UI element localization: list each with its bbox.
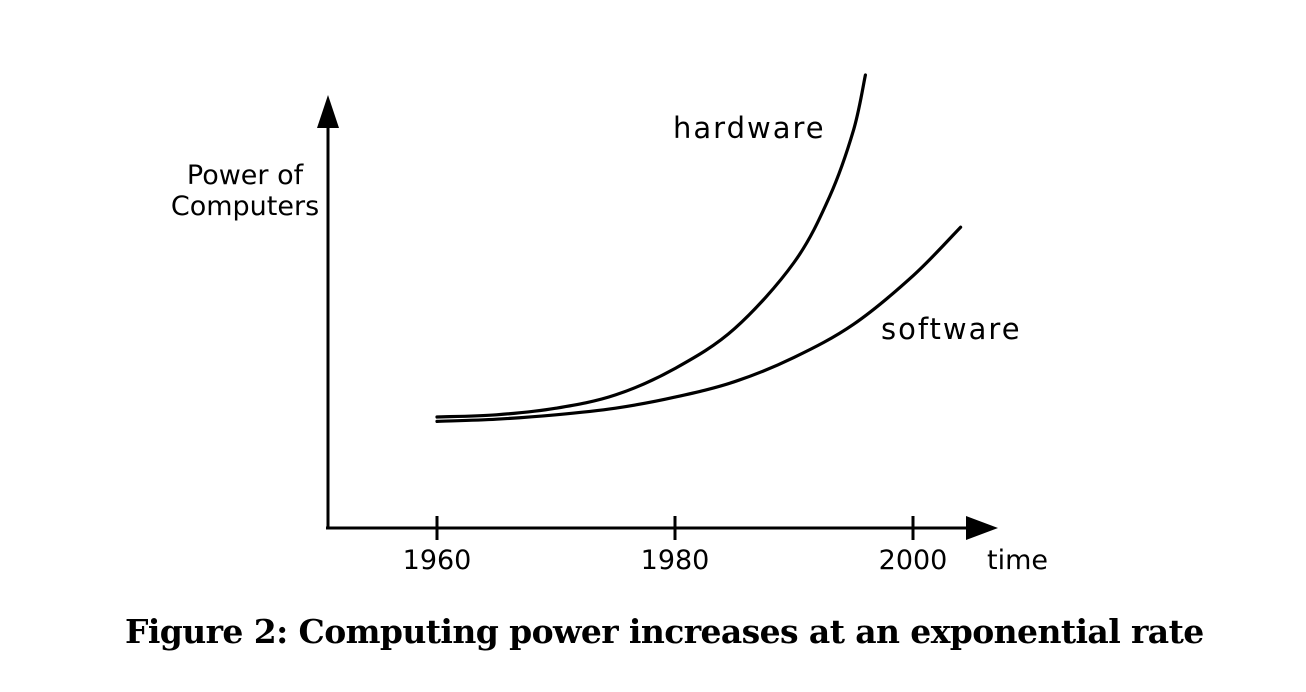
x-axis-arrowhead: [966, 516, 998, 540]
figure-caption: Figure 2: Computing power increases at a…: [125, 612, 1204, 651]
x-axis-label: time: [987, 545, 1048, 576]
series-label-hardware: hardware: [673, 111, 826, 145]
series-line-software: [435, 225, 963, 423]
x-ticks: 1960 1980 2000: [403, 516, 948, 576]
x-tick-label-1980: 1980: [641, 545, 710, 576]
x-tick-label-1960: 1960: [403, 545, 472, 576]
series-curves: [435, 73, 963, 423]
y-axis-label-line-2: Computers: [170, 191, 320, 222]
y-axis-label-line-1: Power of: [186, 160, 304, 191]
y-axis-label: Power of Computers: [150, 160, 340, 222]
series-label-software: software: [881, 312, 1022, 346]
series-line-hardware: [435, 73, 867, 419]
y-axis-arrowhead: [317, 95, 339, 128]
x-tick-label-2000: 2000: [879, 545, 948, 576]
axes: [317, 95, 998, 540]
